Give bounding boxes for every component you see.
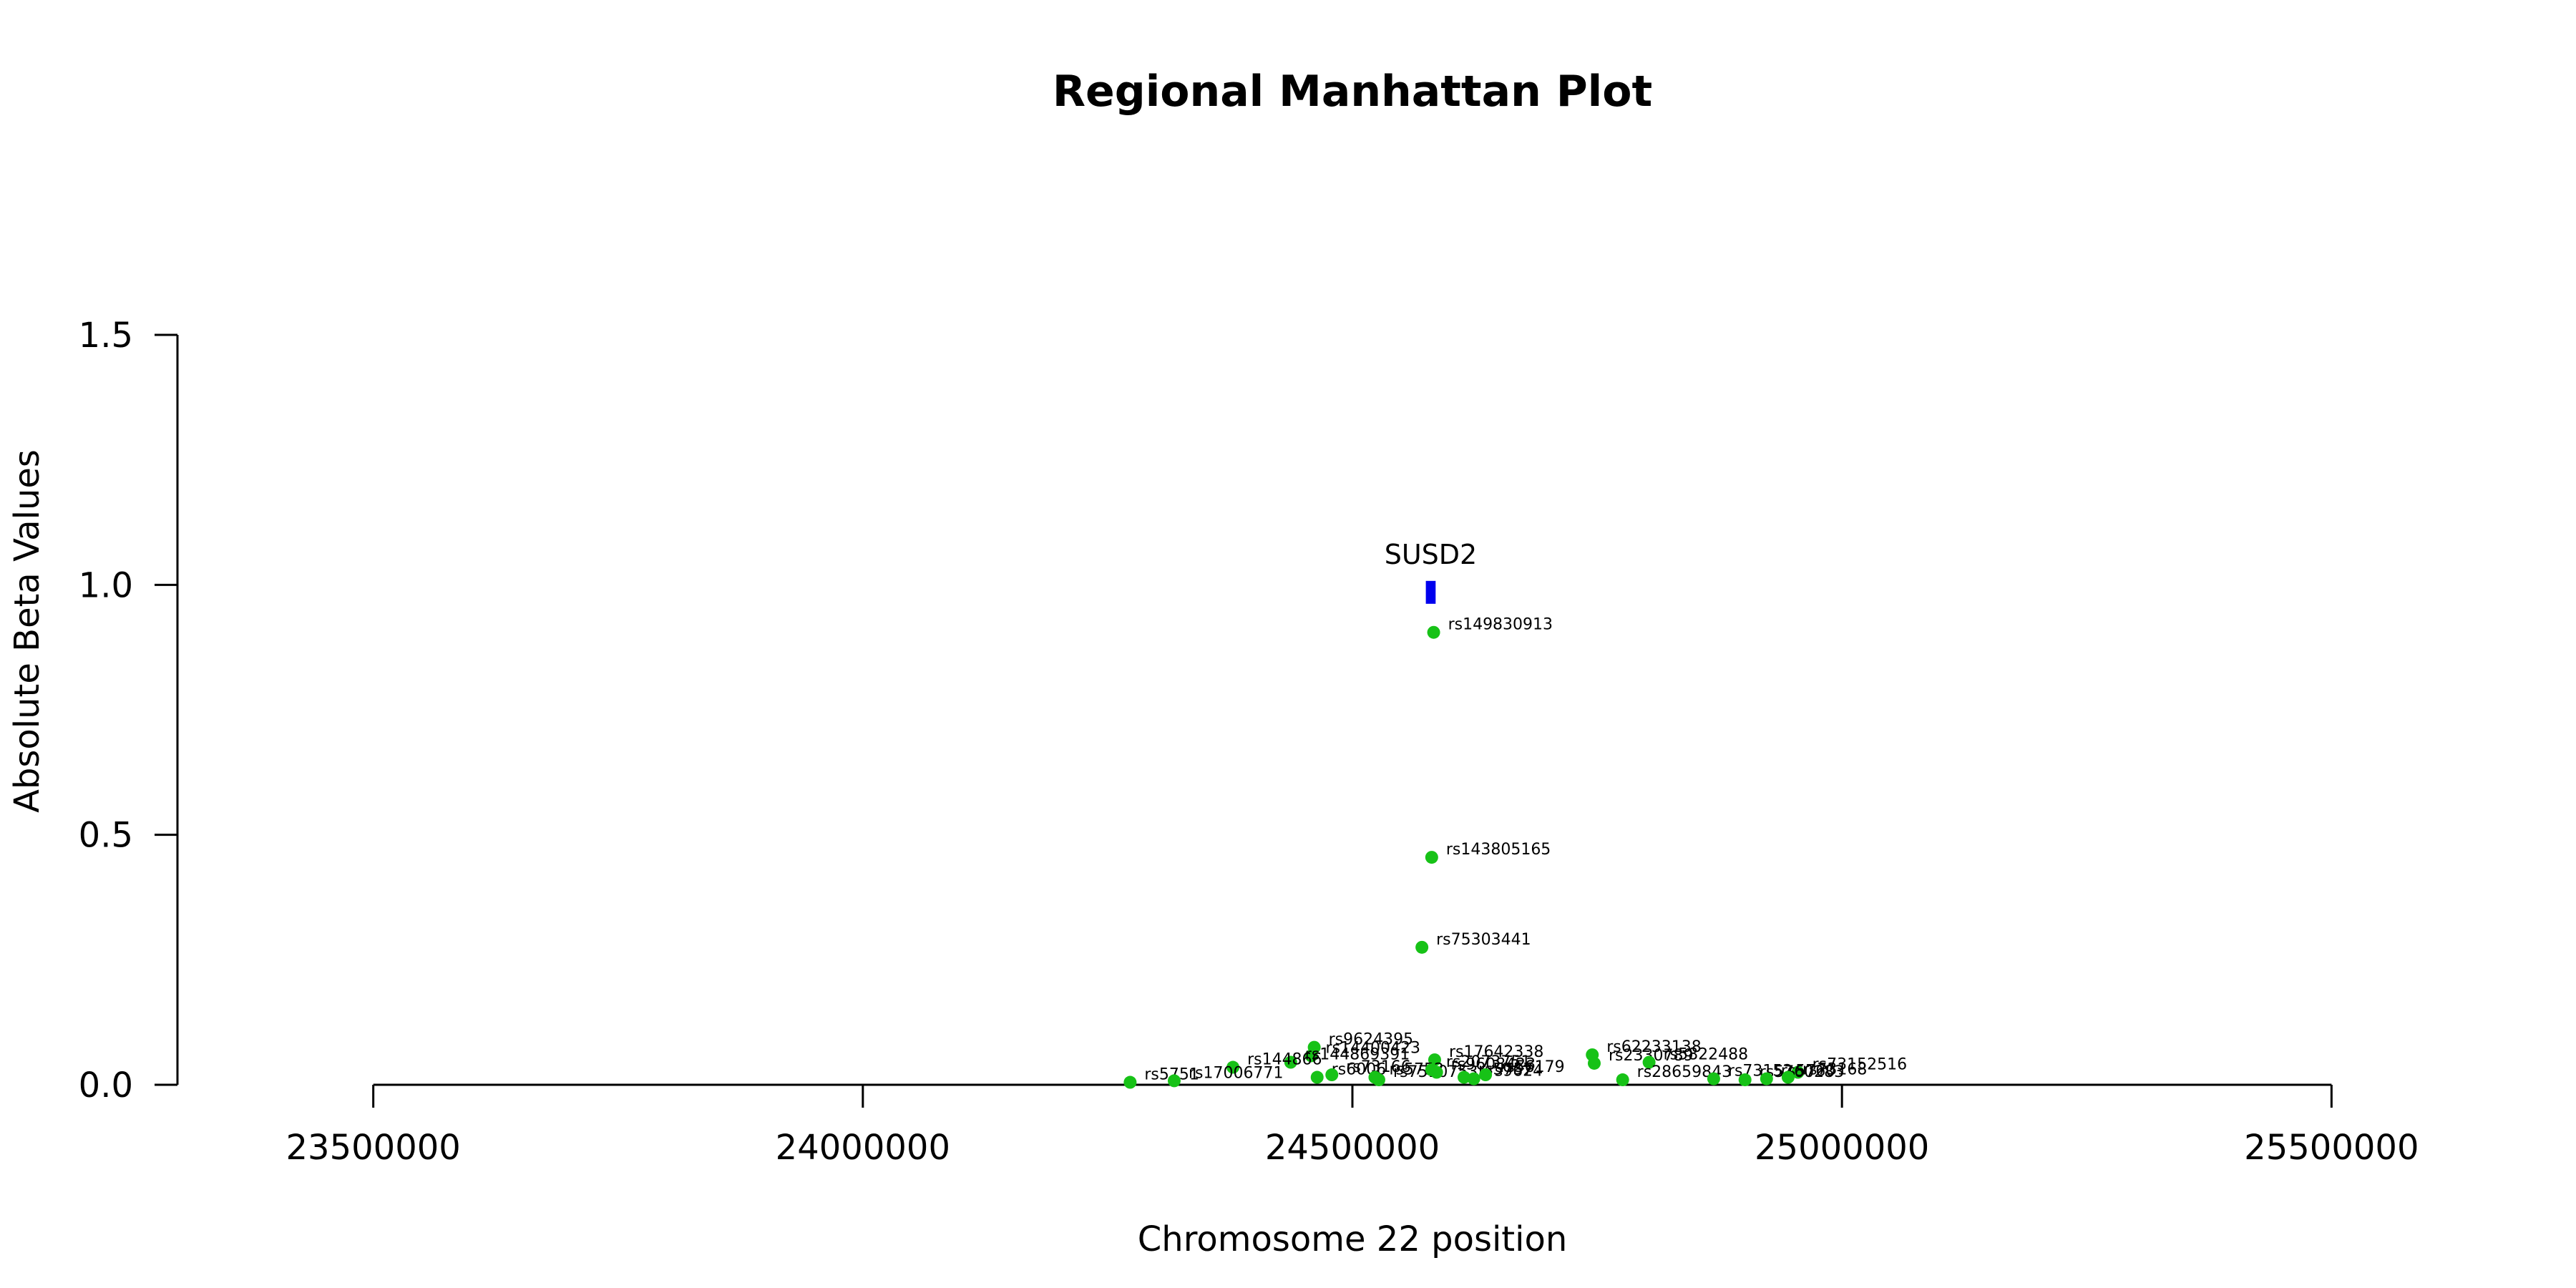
snp-point: [1616, 1073, 1629, 1087]
y-tick-label: 0.5: [79, 816, 133, 856]
snp-label: rs73152516: [1813, 1056, 1907, 1074]
y-tick-label: 1.0: [79, 565, 133, 605]
snp-label: rs143805165: [1446, 841, 1551, 859]
snp-label: rs144869391: [1305, 1046, 1410, 1064]
x-tick-label: 25500000: [2244, 1128, 2419, 1168]
snp-point: [1467, 1072, 1480, 1085]
chart-title: Regional Manhattan Plot: [1053, 67, 1652, 117]
y-axis-ticks: 0.0 0.5 1.0 1.5: [79, 316, 177, 1106]
snp-label: rs14400423: [1326, 1039, 1420, 1057]
snp-points: rs149830913 rs143805165 rs75303441 rs962439…: [1123, 616, 1907, 1089]
x-tick-label: 23500000: [286, 1128, 461, 1168]
snp-label: rs17006771: [1189, 1064, 1283, 1082]
x-axis-ticks: 23500000 24000000 24500000 25000000 25500000: [286, 1085, 2419, 1168]
snp-point: [1226, 1060, 1240, 1074]
snp-label: rs62233138: [1606, 1038, 1701, 1056]
snp-label: rs2073751: [1446, 1053, 1531, 1071]
snp-point: [1123, 1075, 1137, 1089]
y-tick-label: 1.5: [79, 316, 133, 356]
snp-label: rs17642338: [1449, 1043, 1543, 1061]
x-tick-label: 25000000: [1755, 1128, 1929, 1168]
snp-point: [1587, 1056, 1601, 1070]
snp-label: rs144866: [1247, 1051, 1322, 1069]
x-tick-label: 24000000: [776, 1128, 950, 1168]
snp-point: [1479, 1068, 1493, 1082]
snp-label: rs75303441: [1436, 931, 1531, 949]
gene-label: SUSD2: [1385, 539, 1478, 570]
snp-point: [1372, 1073, 1385, 1087]
snp-point: [1304, 1049, 1318, 1063]
snp-point: [1325, 1068, 1339, 1082]
snp-point: [1457, 1070, 1470, 1084]
gene-bar: [1425, 580, 1436, 604]
snp-point: [1707, 1072, 1720, 1085]
snp-point: [1642, 1055, 1656, 1069]
snp-point: [1791, 1065, 1805, 1079]
snp-point: [1310, 1070, 1324, 1084]
snp-point: [1415, 940, 1429, 954]
x-axis-label: Chromosome 22 position: [1138, 1219, 1568, 1259]
snp-point: [1430, 1065, 1443, 1079]
snp-label: rs5822488: [1664, 1046, 1749, 1064]
snp-label: rs9624395: [1329, 1031, 1414, 1049]
snp-point: [1738, 1073, 1752, 1087]
x-tick-label: 24500000: [1265, 1128, 1440, 1168]
snp-label: rs9608423: [1451, 1056, 1536, 1074]
y-axis-label: Absolute Beta Values: [7, 449, 47, 813]
snp-label: rs56179: [1500, 1058, 1565, 1076]
snp-point: [1427, 625, 1440, 639]
snp-point: [1167, 1074, 1181, 1088]
snp-label: rs73168: [1802, 1061, 1868, 1079]
snp-label: rs149830913: [1448, 616, 1553, 634]
snp-point: [1425, 851, 1438, 864]
snp-point: [1428, 1053, 1441, 1067]
snp-point: [1760, 1072, 1773, 1085]
snp-point: [1781, 1070, 1795, 1084]
snp-label: rs5760283: [1760, 1063, 1845, 1081]
snp-point: [1284, 1055, 1297, 1069]
gene-track: SUSD2: [1385, 539, 1478, 604]
snp-label: rs9624: [1488, 1063, 1543, 1080]
y-tick-label: 0.0: [79, 1065, 133, 1106]
